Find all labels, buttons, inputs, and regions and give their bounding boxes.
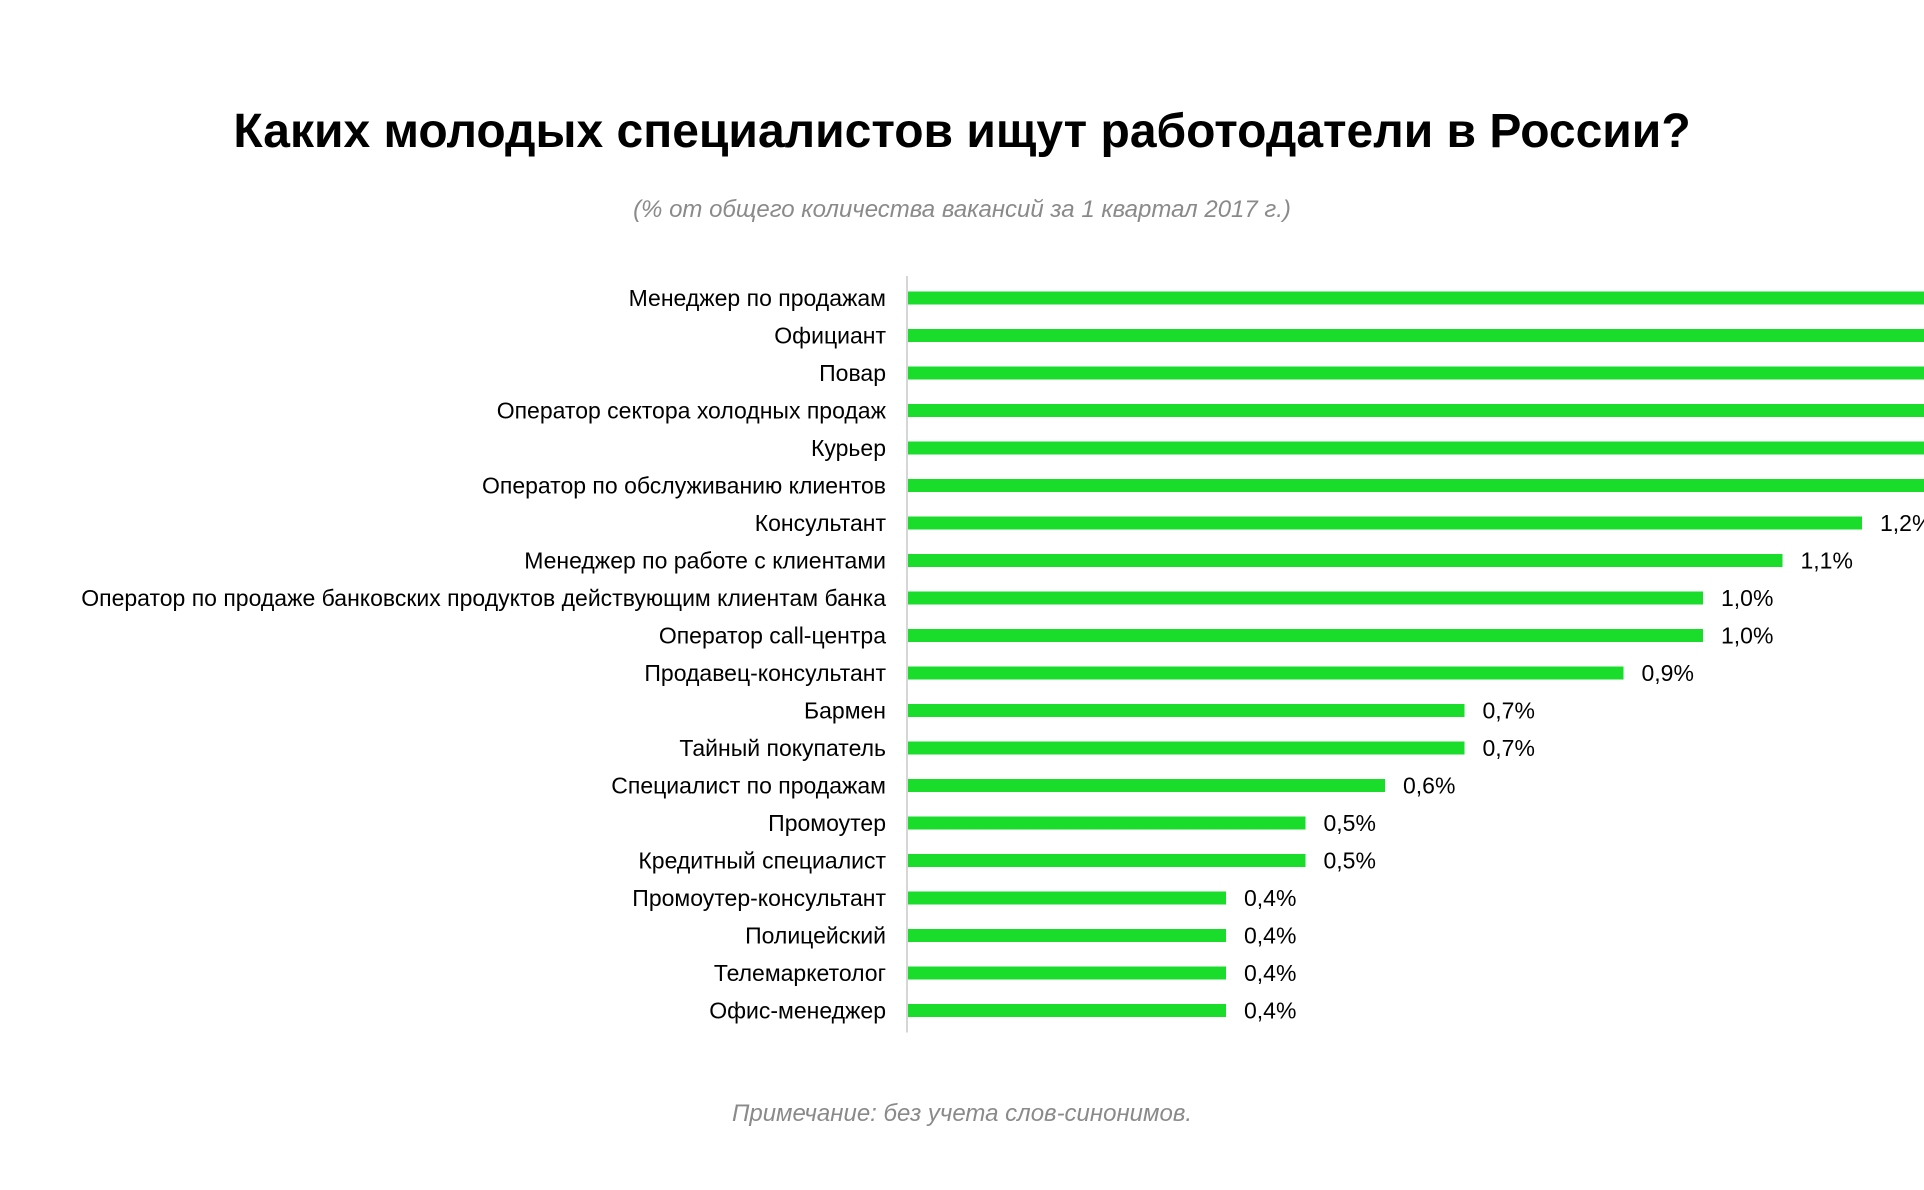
category-label: Оператор по обслуживанию клиентов bbox=[482, 473, 886, 499]
category-label: Телемаркетолог bbox=[714, 960, 886, 986]
category-label: Курьер bbox=[811, 435, 886, 461]
chart-subtitle: (% от общего количества вакансий за 1 кв… bbox=[633, 196, 1291, 223]
value-label: 0,9% bbox=[1642, 660, 1694, 686]
bar bbox=[908, 1004, 1226, 1017]
value-label: 0,7% bbox=[1483, 698, 1535, 724]
category-label: Оператор call-центра bbox=[659, 623, 886, 649]
bar bbox=[908, 891, 1226, 905]
bar bbox=[908, 441, 1924, 455]
bar bbox=[908, 704, 1465, 717]
category-label: Оператор по продаже банковских продуктов… bbox=[81, 585, 886, 611]
value-label: 1,1% bbox=[1801, 548, 1853, 574]
bar bbox=[908, 666, 1624, 680]
value-label: 1,2% bbox=[1880, 510, 1924, 536]
category-label: Промоутер bbox=[768, 810, 886, 836]
category-label: Полицейский bbox=[745, 923, 886, 949]
bar bbox=[908, 291, 1924, 305]
bars-layer: Менеджер по продажам2,3%Официант2,2%Пова… bbox=[81, 276, 1924, 1033]
category-label: Промоутер-консультант bbox=[632, 885, 886, 911]
value-label: 0,5% bbox=[1324, 848, 1376, 874]
bar bbox=[908, 404, 1924, 417]
category-label: Тайный покупатель bbox=[679, 735, 886, 761]
bar bbox=[908, 366, 1924, 380]
value-label: 1,0% bbox=[1721, 623, 1773, 649]
value-label: 0,4% bbox=[1244, 998, 1296, 1024]
category-label: Специалист по продажам bbox=[611, 773, 886, 799]
bar bbox=[908, 741, 1465, 755]
bar bbox=[908, 479, 1924, 492]
bar bbox=[908, 329, 1924, 342]
bar bbox=[908, 629, 1703, 642]
bar bbox=[908, 516, 1862, 530]
bar bbox=[908, 966, 1226, 980]
category-label: Консультант bbox=[755, 510, 887, 536]
value-label: 0,4% bbox=[1244, 885, 1296, 911]
footnote: Примечание: без учета слов-синонимов. bbox=[731, 1100, 1193, 1127]
value-label: 1,0% bbox=[1721, 585, 1773, 611]
value-label: 0,6% bbox=[1403, 773, 1455, 799]
value-label: 0,4% bbox=[1244, 923, 1296, 949]
value-label: 0,4% bbox=[1244, 960, 1296, 986]
category-label: Кредитный специалист bbox=[638, 848, 886, 874]
value-label: 0,7% bbox=[1483, 735, 1535, 761]
category-label: Менеджер по продажам bbox=[629, 285, 886, 311]
bar bbox=[908, 554, 1783, 567]
category-label: Официант bbox=[774, 323, 886, 349]
category-label: Оператор сектора холодных продаж bbox=[497, 398, 887, 424]
category-label: Офис-менеджер bbox=[709, 998, 886, 1024]
bar bbox=[908, 854, 1306, 867]
value-label: 0,5% bbox=[1324, 810, 1376, 836]
bar bbox=[908, 779, 1385, 792]
category-label: Бармен bbox=[804, 698, 886, 724]
category-label: Продавец-консультант bbox=[644, 660, 886, 686]
chart-title: Каких молодых специалистов ищут работода… bbox=[233, 105, 1691, 158]
category-label: Менеджер по работе с клиентами bbox=[524, 548, 886, 574]
bar bbox=[908, 591, 1703, 605]
bar bbox=[908, 816, 1306, 830]
category-label: Повар bbox=[819, 360, 886, 386]
bar bbox=[908, 929, 1226, 942]
